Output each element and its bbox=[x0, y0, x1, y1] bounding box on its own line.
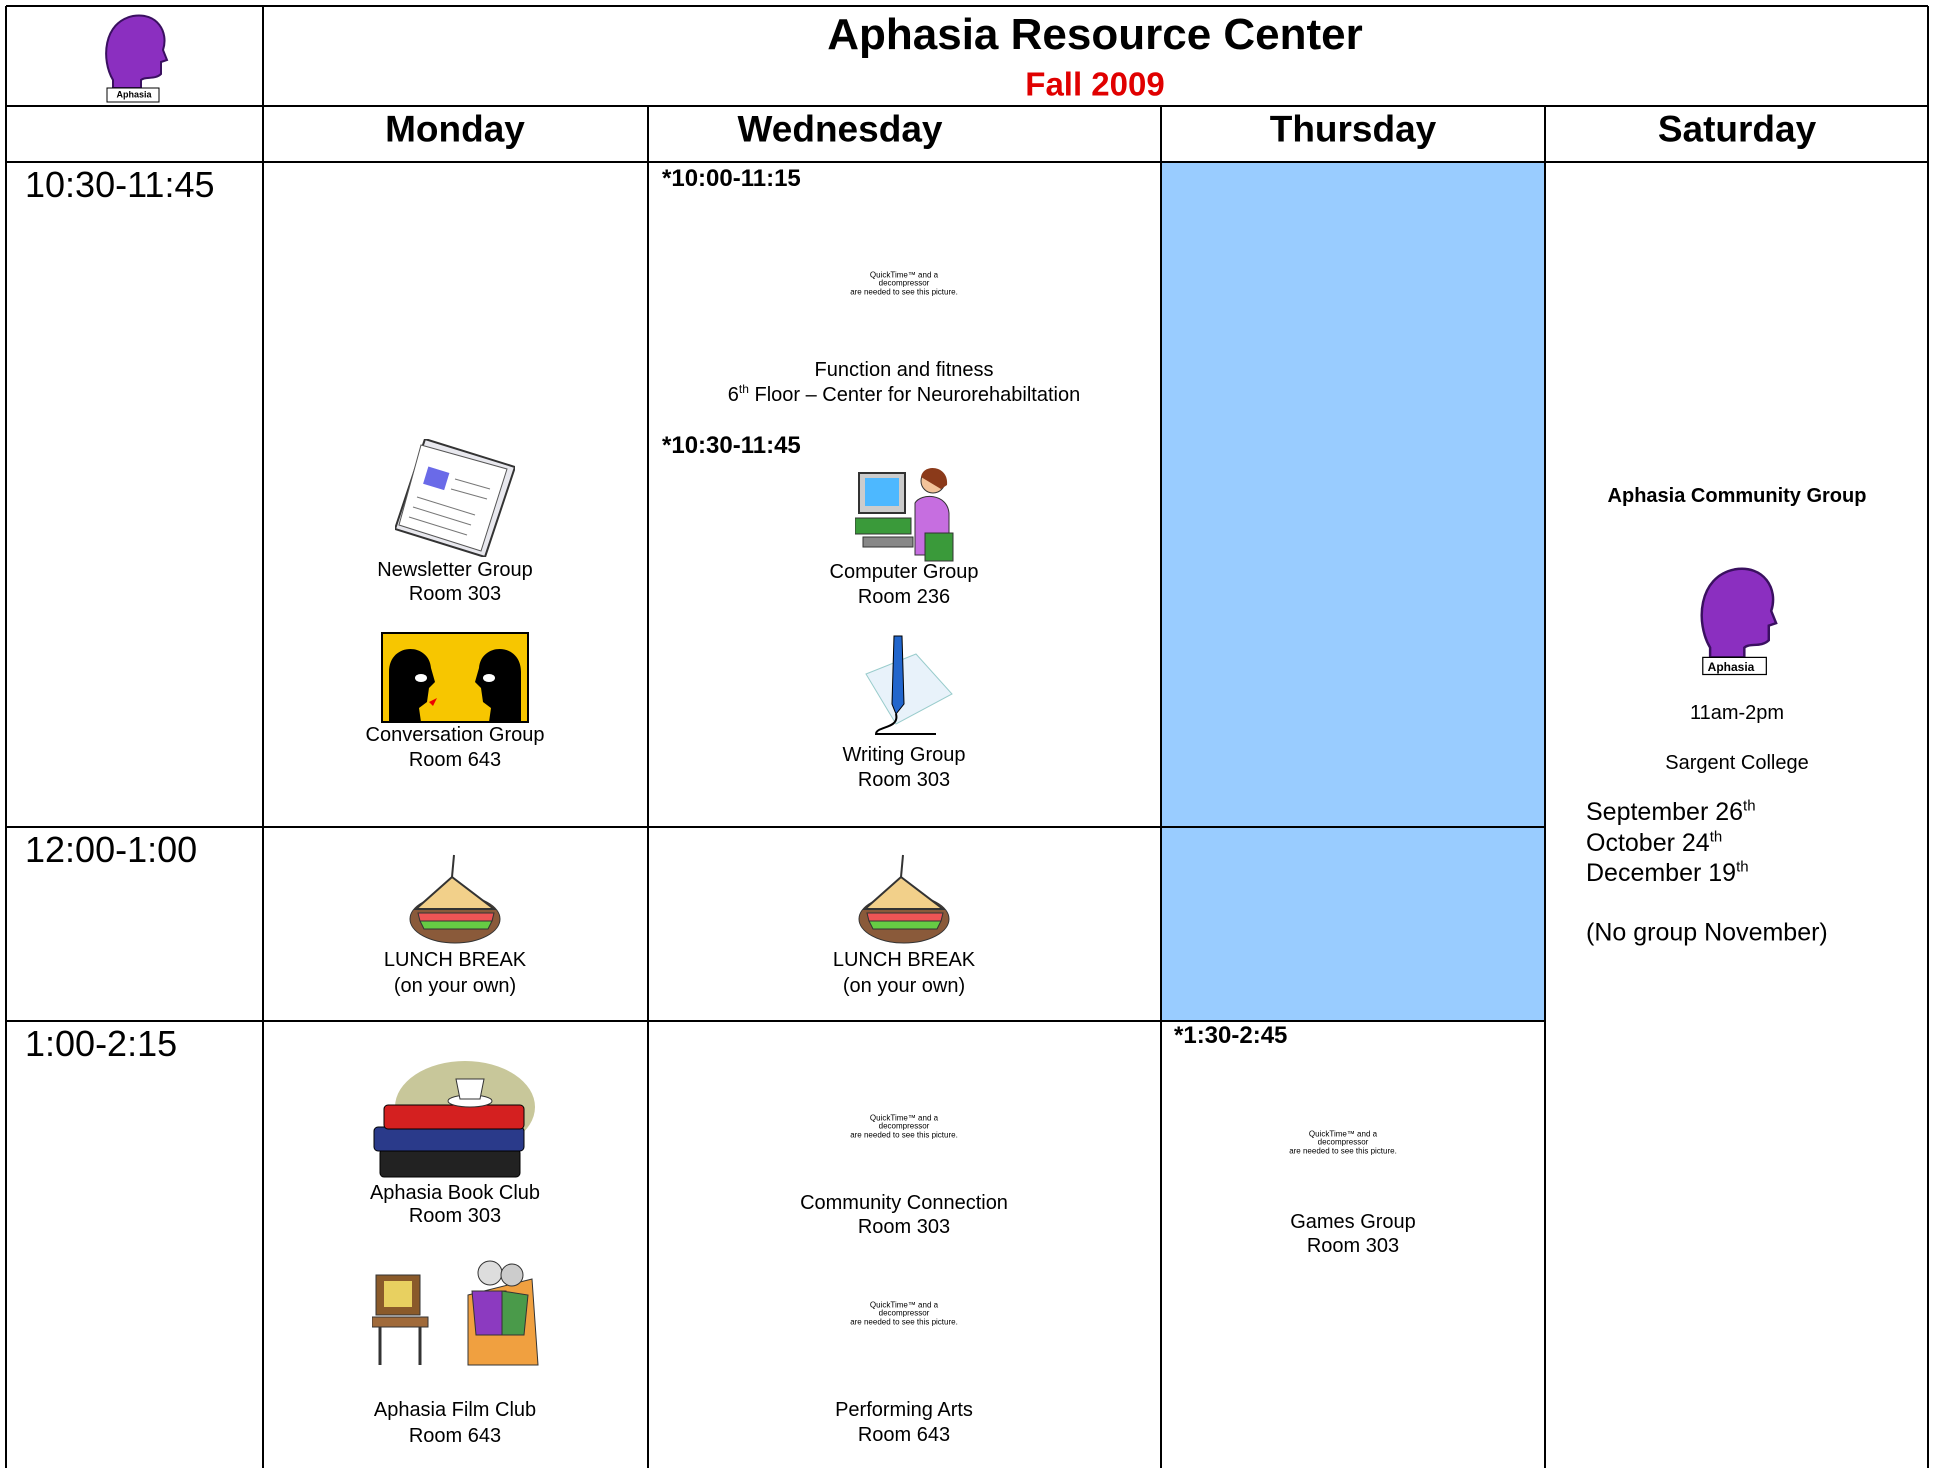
floor-number: 6 bbox=[727, 383, 739, 406]
page-title: Aphasia Resource Center bbox=[827, 10, 1363, 59]
date-list: September 26th October 24th December 19t… bbox=[1586, 797, 1756, 889]
placeholder-text: are needed to see this picture. bbox=[1289, 1146, 1397, 1156]
session-time: *10:00-11:15 bbox=[662, 165, 801, 192]
group-room: Room 643 bbox=[408, 1425, 502, 1447]
group-name: Performing Arts bbox=[835, 1399, 973, 1421]
date-item: September 26th bbox=[1586, 797, 1756, 828]
location-text: Floor – Center for Neurorehabiltation bbox=[754, 383, 1081, 406]
group-name: Conversation Group bbox=[365, 724, 545, 746]
group-room: Room 303 bbox=[1306, 1235, 1400, 1257]
date-text: October 24 bbox=[1586, 828, 1710, 857]
floor-suffix: th bbox=[738, 382, 749, 397]
time-slot: 1:00-2:15 bbox=[25, 1023, 178, 1064]
placeholder-text: QuickTime™ and a bbox=[869, 270, 939, 280]
logo-label: Aphasia bbox=[116, 89, 152, 100]
group-name: Writing Group bbox=[842, 744, 966, 766]
day-header: Wednesday bbox=[737, 108, 943, 150]
date-text: September 26 bbox=[1586, 798, 1744, 826]
writing-icon bbox=[865, 635, 953, 735]
date-item: December 19th bbox=[1586, 858, 1756, 889]
image-placeholder: QuickTime™ and a decompressor are needed t… bbox=[1289, 1129, 1397, 1156]
break-label: LUNCH BREAK bbox=[383, 949, 527, 971]
placeholder-text: decompressor bbox=[878, 1308, 930, 1318]
break-note: (on your own) bbox=[393, 975, 517, 997]
break-label: LUNCH BREAK bbox=[832, 949, 976, 971]
break-note: (on your own) bbox=[842, 975, 966, 997]
conversation-icon bbox=[381, 632, 529, 723]
placeholder-text: are needed to see this picture. bbox=[850, 1130, 958, 1140]
newsletter-icon bbox=[395, 439, 515, 557]
image-placeholder: QuickTime™ and a decompressor are needed t… bbox=[850, 1113, 958, 1140]
group-room: Room 303 bbox=[857, 1216, 951, 1238]
date-item: October 24th bbox=[1586, 828, 1756, 859]
group-room: Room 303 bbox=[857, 769, 951, 791]
placeholder-text: QuickTime™ and a bbox=[869, 1113, 939, 1123]
placeholder-text: QuickTime™ and a bbox=[869, 1300, 939, 1310]
placeholder-text: decompressor bbox=[878, 1121, 930, 1131]
group-name: Community Connection bbox=[800, 1192, 1008, 1214]
group-name: Aphasia Film Club bbox=[373, 1399, 537, 1421]
logo-label: Aphasia bbox=[1707, 660, 1755, 674]
group-name: Function and fitness bbox=[814, 359, 994, 381]
aphasia-logo bbox=[1700, 567, 1778, 676]
film-club-icon bbox=[372, 1260, 539, 1366]
day-header: Thursday bbox=[1269, 108, 1437, 150]
aphasia-logo bbox=[105, 14, 169, 103]
image-placeholder: QuickTime™ and a decompressor are needed t… bbox=[850, 1300, 958, 1327]
group-name: Games Group bbox=[1290, 1211, 1416, 1233]
group-room: Room 643 bbox=[857, 1424, 951, 1446]
image-placeholder: QuickTime™ and a decompressor are needed t… bbox=[850, 270, 958, 297]
time-slot: 12:00-1:00 bbox=[25, 829, 198, 870]
book-club-icon bbox=[373, 1061, 535, 1178]
unavailable-block bbox=[1161, 162, 1545, 1021]
placeholder-text: decompressor bbox=[878, 278, 930, 288]
sandwich-icon bbox=[409, 854, 501, 944]
group-room: Room 303 bbox=[408, 583, 502, 605]
session-time: *10:30-11:45 bbox=[662, 432, 801, 459]
placeholder-text: QuickTime™ and a bbox=[1308, 1129, 1378, 1139]
date-suffix: th bbox=[1743, 797, 1756, 815]
group-location: 6th Floor – Center for Neurorehabiltatio… bbox=[728, 383, 1080, 405]
placeholder-text: are needed to see this picture. bbox=[850, 1317, 958, 1327]
session-time: *1:30-2:45 bbox=[1174, 1022, 1288, 1049]
group-name: Newsletter Group bbox=[377, 559, 533, 581]
group-name: Aphasia Book Club bbox=[369, 1182, 541, 1204]
date-suffix: th bbox=[1736, 858, 1749, 876]
computer-icon bbox=[855, 467, 954, 562]
day-header: Saturday bbox=[1657, 108, 1817, 150]
group-room: Room 236 bbox=[857, 586, 951, 608]
group-name: Computer Group bbox=[829, 561, 979, 583]
time-slot: 10:30-11:45 bbox=[25, 164, 215, 205]
day-header: Monday bbox=[385, 108, 525, 150]
group-name: Aphasia Community Group bbox=[1607, 485, 1867, 507]
schedule-note: (No group November) bbox=[1586, 918, 1828, 947]
placeholder-text: decompressor bbox=[1317, 1137, 1369, 1147]
session-location: Sargent College bbox=[1665, 752, 1809, 774]
group-room: Room 643 bbox=[408, 749, 502, 771]
placeholder-text: are needed to see this picture. bbox=[850, 287, 958, 297]
date-text: December 19 bbox=[1586, 859, 1737, 887]
date-suffix: th bbox=[1709, 828, 1723, 846]
session-hours: 11am-2pm bbox=[1689, 702, 1785, 724]
group-room: Room 303 bbox=[408, 1205, 502, 1227]
sandwich-icon bbox=[858, 854, 950, 944]
page-subtitle: Fall 2009 bbox=[1025, 65, 1165, 103]
